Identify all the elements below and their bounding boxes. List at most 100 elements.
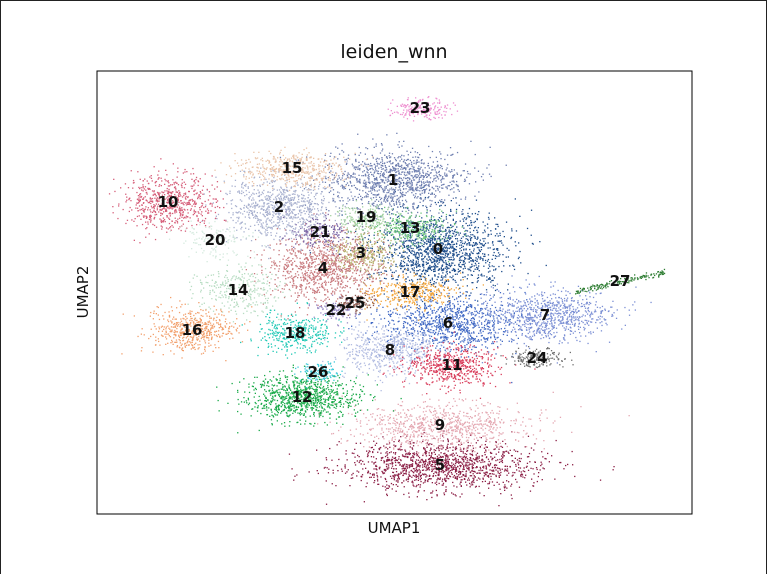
point — [437, 266, 439, 268]
point — [298, 201, 300, 203]
point — [346, 182, 349, 184]
point — [465, 254, 467, 256]
point — [366, 171, 368, 173]
point — [419, 265, 421, 268]
point — [294, 215, 296, 217]
point — [293, 209, 295, 211]
point — [453, 259, 455, 261]
point — [445, 260, 447, 262]
point — [316, 290, 318, 292]
point — [461, 264, 463, 266]
point — [481, 273, 483, 275]
point — [338, 250, 340, 252]
point — [399, 184, 401, 186]
point — [354, 261, 356, 263]
point — [257, 219, 259, 222]
point — [301, 182, 303, 184]
point — [452, 262, 454, 264]
point — [403, 265, 406, 267]
point — [403, 261, 406, 264]
point — [319, 271, 321, 274]
point — [437, 178, 440, 180]
point — [420, 186, 422, 188]
point — [403, 140, 405, 142]
point — [301, 290, 303, 292]
point — [463, 233, 465, 235]
point — [330, 249, 332, 251]
point — [392, 243, 394, 245]
point — [364, 271, 366, 274]
point — [394, 248, 396, 250]
point — [417, 264, 420, 267]
point — [327, 296, 329, 298]
point — [271, 200, 273, 203]
point — [253, 205, 255, 207]
point — [354, 256, 357, 258]
point — [328, 219, 331, 221]
point — [299, 226, 301, 228]
point — [422, 228, 424, 230]
point — [401, 215, 403, 217]
point — [345, 272, 347, 274]
point — [291, 240, 293, 243]
point — [421, 263, 424, 265]
point — [394, 183, 396, 185]
point — [440, 246, 443, 248]
point — [489, 146, 491, 148]
point — [311, 279, 313, 281]
point — [361, 203, 363, 205]
point — [269, 211, 271, 213]
point — [399, 223, 402, 226]
point — [400, 195, 402, 198]
point — [310, 192, 312, 194]
point — [431, 257, 433, 259]
point — [444, 479, 447, 481]
point — [420, 160, 422, 162]
point — [338, 246, 341, 248]
point — [416, 258, 419, 260]
point — [436, 160, 439, 163]
point — [455, 183, 457, 186]
point — [243, 207, 245, 209]
point — [306, 272, 308, 274]
point — [337, 284, 339, 286]
point — [369, 252, 371, 255]
point — [470, 239, 472, 242]
point — [245, 238, 247, 240]
point — [331, 268, 333, 270]
point — [370, 162, 372, 165]
point — [427, 246, 429, 248]
point — [442, 249, 444, 252]
point — [444, 459, 446, 461]
point — [299, 268, 301, 270]
point — [470, 292, 472, 294]
point — [305, 210, 308, 213]
point — [402, 270, 404, 272]
point — [268, 197, 271, 200]
point — [479, 250, 481, 252]
point — [452, 241, 454, 243]
point — [311, 208, 313, 210]
point — [395, 168, 397, 170]
point — [338, 200, 341, 202]
point — [286, 262, 288, 264]
point — [406, 466, 408, 468]
point — [475, 199, 478, 201]
point — [295, 255, 298, 257]
point — [416, 169, 418, 172]
point — [417, 175, 420, 177]
point — [391, 209, 394, 211]
point — [397, 485, 399, 487]
point — [403, 159, 406, 161]
point — [382, 175, 385, 177]
point — [440, 276, 443, 278]
point — [411, 264, 413, 266]
point — [426, 224, 428, 226]
point — [401, 255, 403, 257]
point — [370, 226, 372, 228]
point — [335, 263, 337, 265]
point — [506, 487, 508, 489]
point — [252, 197, 254, 199]
point — [447, 243, 449, 245]
point — [317, 208, 319, 210]
